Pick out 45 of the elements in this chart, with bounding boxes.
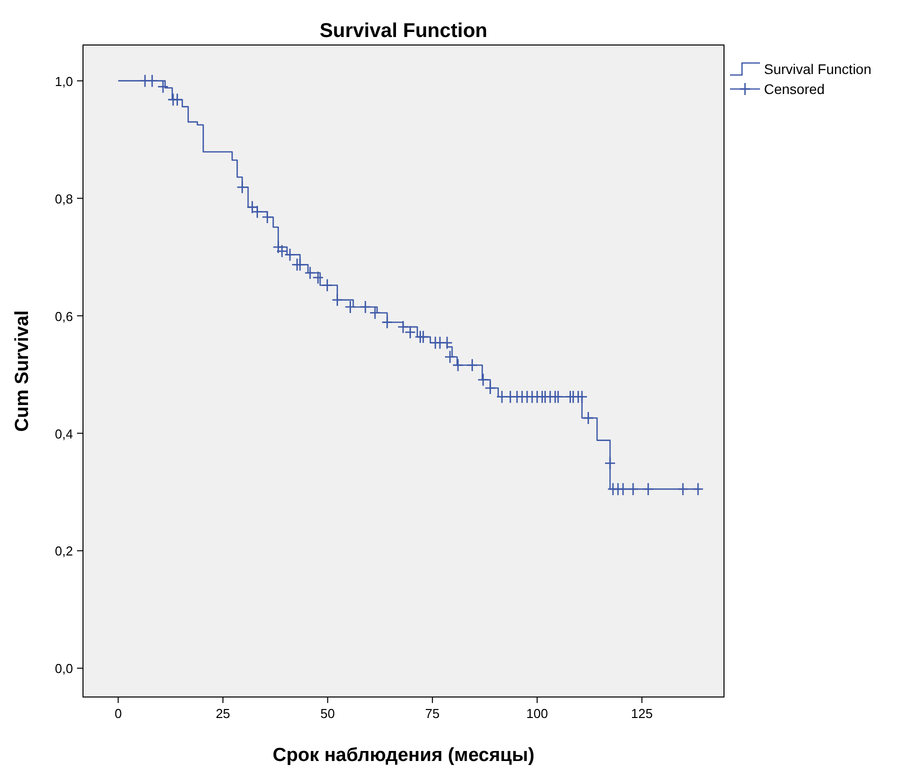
x-tick-label: 25 [216,706,230,721]
point [172,92,183,106]
y-tick-label: 0,4 [54,426,73,442]
legend-label: Censored [764,81,825,97]
point [627,482,639,496]
point [692,482,704,496]
point [322,278,333,292]
point [582,411,594,425]
point [344,300,356,314]
point [157,80,169,94]
point [466,358,478,372]
y-axis-title: Cum Survival [12,310,33,432]
point [677,482,689,496]
x-axis-title: Срок наблюдения (месяцы) [272,745,534,766]
point [360,300,372,314]
x-tick-label: 100 [526,706,548,721]
y-tick-label: 0,6 [54,308,73,324]
point [381,316,393,329]
x-tick-label: 0 [114,706,122,721]
legend-label: Survival Function [764,61,872,77]
point [236,180,248,194]
point [146,74,158,88]
point [452,358,464,372]
point [496,390,508,404]
x-tick-label: 50 [320,706,335,721]
y-tick-label: 1,0 [54,74,73,89]
y-tick-label: 0,8 [54,191,73,206]
point [369,306,381,320]
x-tick-label: 75 [425,706,440,721]
point [332,293,344,307]
point [417,330,429,344]
x-tick-label: 125 [631,706,653,721]
y-tick-label: 0,0 [54,661,73,676]
point [444,350,456,364]
point [617,482,629,496]
point [276,244,288,258]
y-tick-label: 0,2 [54,544,73,559]
point [284,248,296,262]
point [294,258,306,272]
point [441,336,453,350]
point [262,210,274,224]
point [272,240,284,254]
chart-title: Survival Function [320,20,488,42]
point [642,482,654,496]
point [604,456,616,470]
